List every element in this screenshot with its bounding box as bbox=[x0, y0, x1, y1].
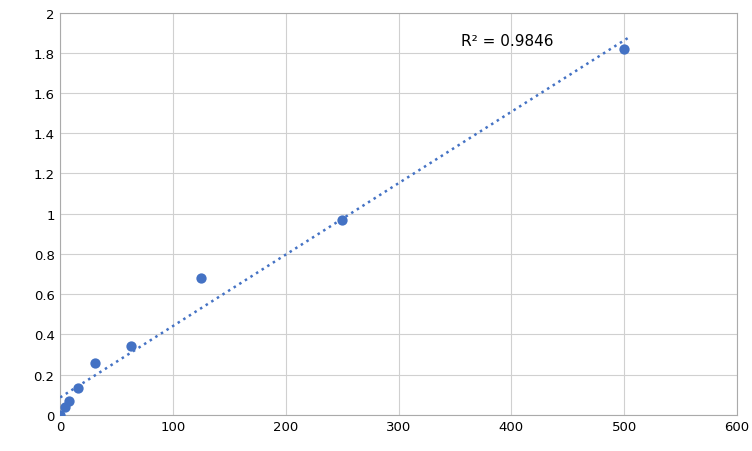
Point bbox=[336, 216, 348, 224]
Point bbox=[89, 359, 102, 366]
Point bbox=[63, 397, 75, 405]
Point bbox=[125, 343, 137, 350]
Point bbox=[54, 411, 66, 419]
Point bbox=[196, 275, 208, 282]
Point bbox=[71, 384, 83, 391]
Point bbox=[59, 403, 71, 410]
Text: R² = 0.9846: R² = 0.9846 bbox=[460, 34, 553, 49]
Point bbox=[618, 46, 630, 53]
